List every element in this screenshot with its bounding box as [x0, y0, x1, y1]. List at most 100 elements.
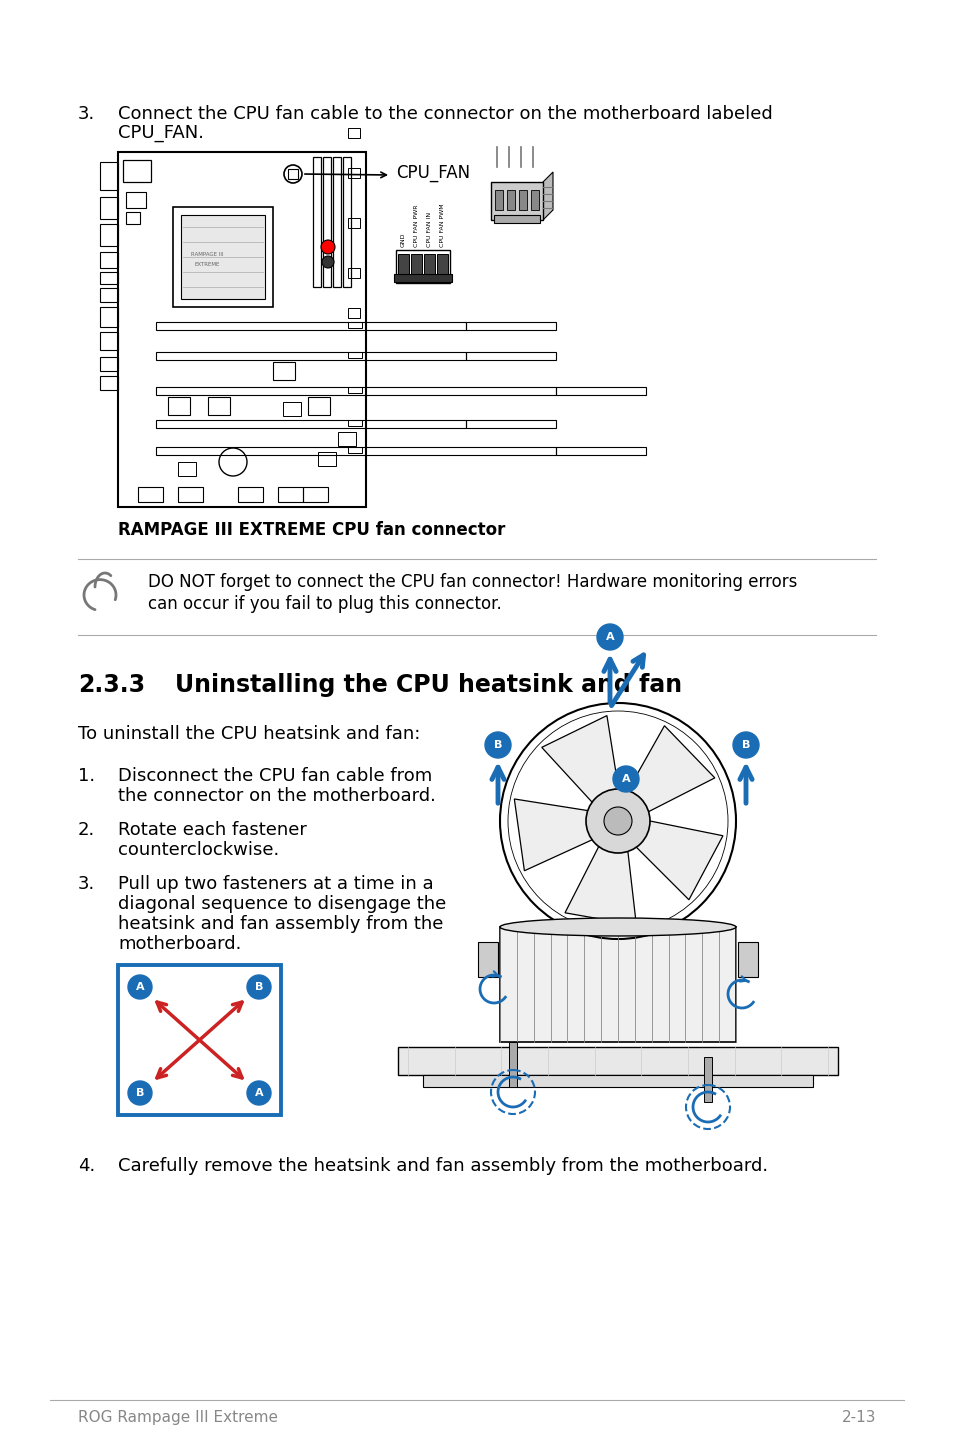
Bar	[156, 447, 556, 454]
Bar	[465, 322, 556, 329]
Bar	[348, 420, 361, 426]
Text: CPU FAN PWM: CPU FAN PWM	[439, 203, 444, 247]
Text: 2.3.3: 2.3.3	[78, 673, 145, 697]
Bar	[317, 452, 335, 466]
Bar	[465, 420, 556, 429]
Bar	[156, 387, 556, 395]
Text: A: A	[254, 1089, 263, 1099]
Bar	[126, 211, 140, 224]
Bar	[422, 1076, 812, 1087]
Text: Connect the CPU fan cable to the connector on the motherboard labeled: Connect the CPU fan cable to the connect…	[118, 105, 772, 124]
Text: B: B	[254, 982, 263, 992]
Bar	[283, 403, 301, 416]
Bar	[495, 190, 502, 210]
Bar	[323, 157, 331, 288]
Bar	[394, 275, 452, 282]
Circle shape	[247, 975, 271, 999]
Bar	[348, 447, 361, 453]
Bar	[100, 332, 118, 349]
Bar	[178, 462, 195, 476]
Text: counterclockwise.: counterclockwise.	[118, 841, 279, 858]
Text: motherboard.: motherboard.	[118, 935, 241, 953]
Bar	[313, 157, 320, 288]
Bar	[477, 942, 497, 976]
Bar	[100, 357, 118, 371]
Bar	[100, 252, 118, 267]
Text: Carefully remove the heatsink and fan assembly from the motherboard.: Carefully remove the heatsink and fan as…	[118, 1158, 767, 1175]
Bar	[100, 162, 118, 190]
Text: 1.: 1.	[78, 766, 95, 785]
Text: Rotate each fastener: Rotate each fastener	[118, 821, 307, 838]
Polygon shape	[541, 716, 618, 802]
Bar	[703, 1057, 711, 1102]
Circle shape	[322, 256, 334, 267]
Bar	[181, 216, 265, 299]
Bar	[348, 322, 361, 328]
Bar	[100, 197, 118, 219]
Bar	[397, 1047, 837, 1076]
Bar	[531, 190, 538, 210]
Bar	[423, 255, 435, 279]
Polygon shape	[514, 800, 592, 871]
Text: CPU_FAN: CPU_FAN	[395, 164, 470, 183]
Bar	[273, 362, 294, 380]
Bar	[348, 267, 359, 278]
Circle shape	[128, 975, 152, 999]
Text: CPU FAN PWR: CPU FAN PWR	[414, 204, 418, 247]
Text: A: A	[605, 631, 614, 641]
Bar	[436, 255, 448, 279]
Bar	[178, 487, 203, 502]
Bar	[499, 928, 735, 1043]
Text: CPU_FAN.: CPU_FAN.	[118, 124, 204, 142]
Bar	[333, 157, 340, 288]
Bar	[118, 152, 366, 508]
Bar	[348, 352, 361, 358]
Bar	[156, 352, 465, 360]
Bar	[303, 487, 328, 502]
Text: the connector on the motherboard.: the connector on the motherboard.	[118, 787, 436, 805]
Bar	[208, 397, 230, 416]
Circle shape	[732, 732, 759, 758]
Text: 4.: 4.	[78, 1158, 95, 1175]
Bar	[506, 190, 515, 210]
Bar	[237, 487, 263, 502]
Text: ROG Rampage III Extreme: ROG Rampage III Extreme	[78, 1411, 277, 1425]
Bar	[118, 965, 281, 1114]
Text: heatsink and fan assembly from the: heatsink and fan assembly from the	[118, 915, 443, 933]
Bar	[100, 306, 118, 326]
Circle shape	[320, 240, 335, 255]
Bar	[348, 219, 359, 229]
Text: DO NOT forget to connect the CPU fan connector! Hardware monitoring errors: DO NOT forget to connect the CPU fan con…	[148, 572, 797, 591]
Circle shape	[484, 732, 511, 758]
Circle shape	[585, 789, 649, 853]
Bar	[509, 1043, 517, 1087]
Polygon shape	[542, 173, 553, 220]
Polygon shape	[636, 821, 722, 900]
Text: B: B	[741, 741, 749, 751]
Bar	[556, 387, 645, 395]
Bar	[100, 375, 118, 390]
Text: 3.: 3.	[78, 874, 95, 893]
Text: RAMPAGE III EXTREME CPU fan connector: RAMPAGE III EXTREME CPU fan connector	[118, 521, 505, 539]
Text: Disconnect the CPU fan cable from: Disconnect the CPU fan cable from	[118, 766, 432, 785]
Circle shape	[613, 766, 639, 792]
Text: 2.: 2.	[78, 821, 95, 838]
Circle shape	[499, 703, 735, 939]
Bar	[491, 183, 542, 220]
Text: can occur if you fail to plug this connector.: can occur if you fail to plug this conne…	[148, 595, 501, 613]
Bar	[100, 224, 118, 246]
Text: To uninstall the CPU heatsink and fan:: To uninstall the CPU heatsink and fan:	[78, 725, 420, 743]
Bar	[518, 190, 526, 210]
Bar	[465, 352, 556, 360]
Text: GND: GND	[400, 233, 406, 247]
Bar	[348, 128, 359, 138]
Circle shape	[128, 1081, 152, 1104]
Text: Pull up two fasteners at a time in a: Pull up two fasteners at a time in a	[118, 874, 434, 893]
Bar	[395, 250, 450, 283]
Bar	[343, 157, 351, 288]
Ellipse shape	[499, 917, 735, 936]
Bar	[556, 447, 645, 454]
Text: A: A	[135, 982, 144, 992]
Bar	[348, 387, 361, 393]
Bar	[494, 216, 539, 223]
